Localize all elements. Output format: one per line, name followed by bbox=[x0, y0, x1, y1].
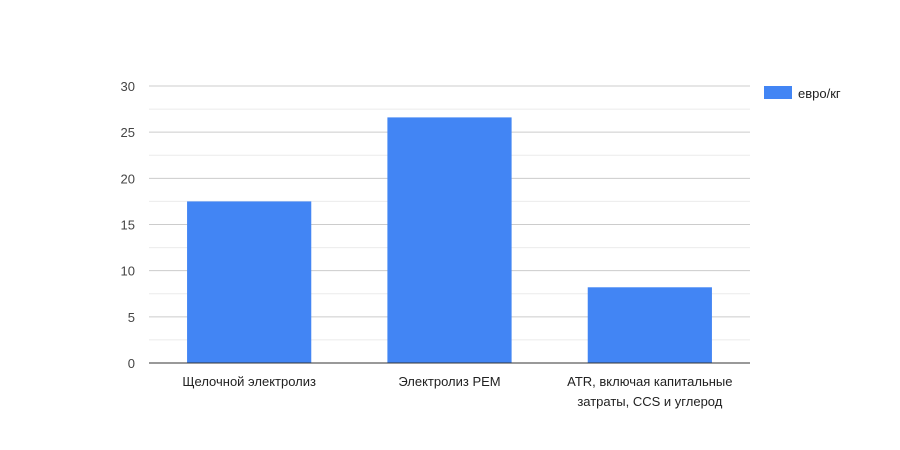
bar bbox=[187, 201, 312, 363]
x-axis-labels: Щелочной электролиз Электролиз PEM ATR, вк… bbox=[182, 374, 732, 409]
x-category-label: Электролиз PEM bbox=[398, 374, 500, 389]
x-category-label: ATR, включая капитальные затраты, CCS и у… bbox=[567, 374, 732, 409]
legend-swatch bbox=[764, 86, 792, 99]
legend-label: евро/кг bbox=[798, 86, 841, 101]
bar bbox=[587, 287, 712, 363]
y-tick-label: 20 bbox=[121, 171, 135, 186]
bars bbox=[187, 117, 712, 363]
x-category-label: Щелочной электролиз bbox=[182, 374, 316, 389]
y-tick-label: 5 bbox=[128, 310, 135, 325]
y-tick-label: 30 bbox=[121, 79, 135, 94]
y-tick-label: 10 bbox=[121, 264, 135, 279]
y-tick-label: 15 bbox=[121, 218, 135, 233]
y-tick-label: 0 bbox=[128, 356, 135, 371]
legend: евро/кг bbox=[764, 86, 841, 101]
y-tick-label: 25 bbox=[121, 125, 135, 140]
bar bbox=[387, 117, 512, 363]
y-axis-ticks: 0 5 10 15 20 25 30 bbox=[121, 79, 135, 371]
